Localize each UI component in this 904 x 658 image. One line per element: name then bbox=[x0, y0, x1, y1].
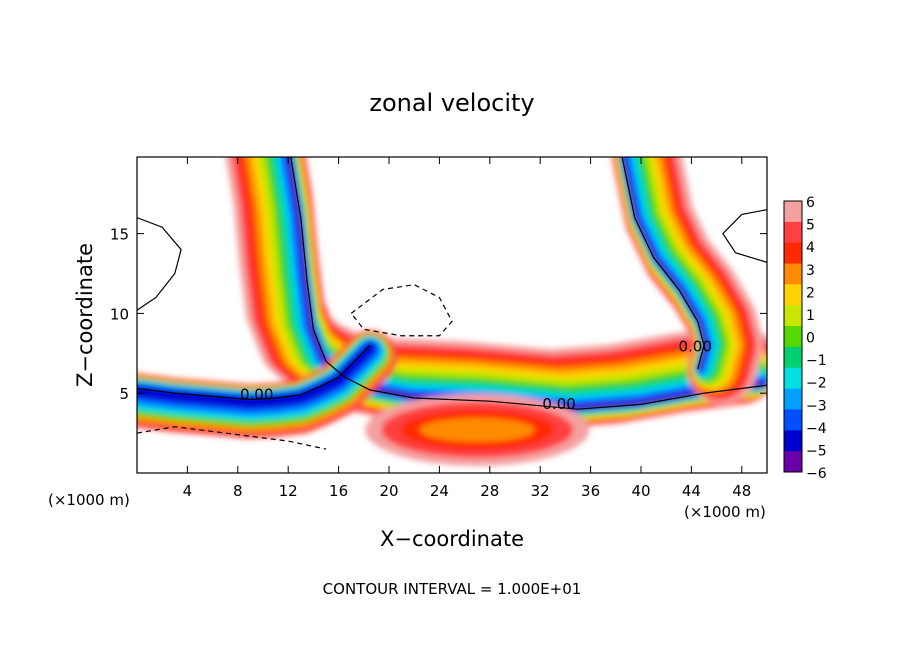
colorbar-label-9: −3 bbox=[806, 398, 827, 414]
x-tick-label-32: 32 bbox=[531, 482, 550, 500]
colorbar-swatch-8 bbox=[784, 367, 802, 390]
contour-interval-note: CONTOUR INTERVAL = 1.000E+01 bbox=[323, 580, 582, 598]
colorbar-swatch-6 bbox=[784, 326, 802, 348]
contour-label-1: 0.00 bbox=[542, 395, 575, 413]
x-tick-label-48: 48 bbox=[732, 482, 751, 500]
colorbar-swatch-0 bbox=[784, 201, 802, 223]
field-band-jet-6 bbox=[137, 341, 377, 409]
colorbar-swatch-5 bbox=[784, 305, 802, 327]
colorbar-swatch-2 bbox=[784, 242, 802, 265]
x-tick-label-36: 36 bbox=[581, 482, 600, 500]
colorbar-label-11: −5 bbox=[806, 443, 827, 459]
negative-contour-surface bbox=[137, 426, 327, 450]
colorbar-label-7: −1 bbox=[806, 353, 827, 369]
x-tick-label-8: 8 bbox=[233, 482, 243, 500]
plot-frame bbox=[136, 156, 768, 474]
plot-area bbox=[137, 157, 767, 473]
contour-label-2: 0.00 bbox=[678, 338, 711, 356]
chart-title: zonal velocity bbox=[369, 89, 534, 117]
colorbar-swatch-11 bbox=[784, 430, 802, 452]
zero-contour-jet bbox=[137, 344, 371, 401]
colorbar-label-10: −4 bbox=[806, 421, 827, 437]
colorbar-swatch-10 bbox=[784, 409, 802, 431]
colorbar-swatch-7 bbox=[784, 346, 802, 369]
x-tick-label-44: 44 bbox=[682, 482, 701, 500]
x-tick-label-16: 16 bbox=[329, 482, 348, 500]
colorbar: 6 5 4 3 2 1 0 −1 −2 −3 −4 −5 −6 bbox=[783, 195, 827, 482]
contour-labels: 0.00 0.00 0.00 bbox=[240, 338, 712, 413]
colorbar-label-3: 3 bbox=[806, 263, 815, 279]
colorbar-label-5: 1 bbox=[806, 308, 815, 324]
y-tick-label-5: 5 bbox=[119, 385, 129, 403]
x-unit-label-left: (×1000 m) bbox=[48, 491, 130, 509]
colorbar-label-8: −2 bbox=[806, 376, 827, 392]
x-unit-label-right: (×1000 m) bbox=[684, 503, 766, 521]
x-tick-label-12: 12 bbox=[279, 482, 298, 500]
positive-contour-right bbox=[722, 209, 767, 263]
x-axis-label: X−coordinate bbox=[380, 527, 524, 551]
negative-contour-aloft bbox=[350, 284, 453, 337]
x-tick-label-28: 28 bbox=[480, 482, 499, 500]
x-tick-label-4: 4 bbox=[183, 482, 193, 500]
colorbar-swatch-4 bbox=[784, 284, 802, 306]
colorbar-swatch-1 bbox=[784, 221, 802, 244]
x-tick-label-20: 20 bbox=[379, 482, 398, 500]
contour-lines bbox=[137, 157, 767, 450]
x-tick-label-24: 24 bbox=[430, 482, 449, 500]
colorbar-label-6: 0 bbox=[806, 331, 815, 347]
colorbar-label-2: 4 bbox=[806, 240, 815, 256]
y-tick-label-15: 15 bbox=[110, 226, 129, 244]
x-tick-label-40: 40 bbox=[631, 482, 650, 500]
velocity-field bbox=[137, 157, 767, 466]
colorbar-swatch-12 bbox=[784, 451, 802, 473]
colorbar-swatch-9 bbox=[784, 388, 802, 410]
colorbar-label-12: −6 bbox=[806, 466, 827, 482]
zero-contour-left bbox=[290, 157, 767, 410]
colorbar-label-1: 5 bbox=[806, 218, 815, 234]
positive-contour-left bbox=[137, 217, 182, 311]
y-axis-label: Z−coordinate bbox=[73, 243, 97, 387]
colorbar-label-4: 2 bbox=[806, 285, 815, 301]
colorbar-frame bbox=[783, 200, 803, 473]
colorbar-swatch-3 bbox=[784, 263, 802, 285]
y-tick-label-10: 10 bbox=[110, 305, 129, 323]
zero-contour-right bbox=[621, 157, 705, 370]
colorbar-label-0: 6 bbox=[806, 195, 815, 211]
field-band-right-12 bbox=[621, 157, 706, 371]
contour-label-0: 0.00 bbox=[240, 386, 273, 404]
field-blob-3 bbox=[419, 417, 535, 442]
